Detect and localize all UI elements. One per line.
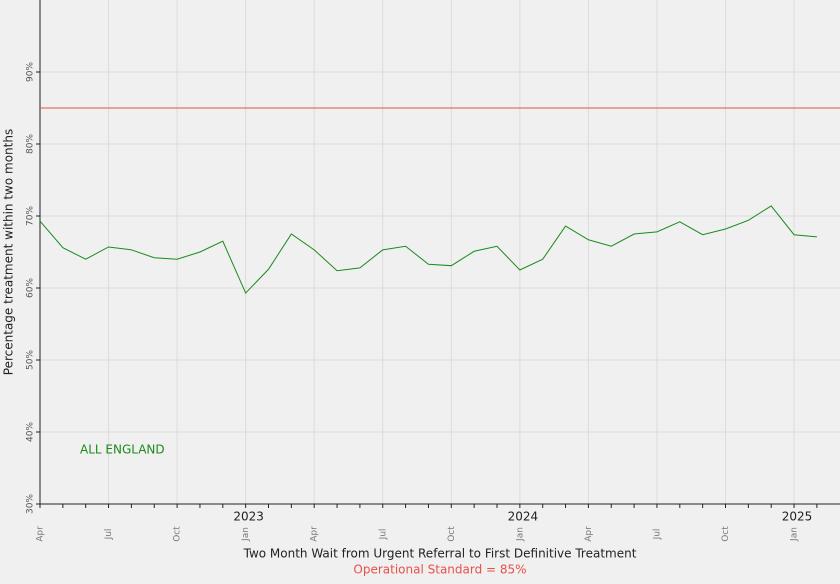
y-axis-label: Percentage treatment within two months [2,129,16,375]
x-tick-label: Jul [378,529,388,541]
x-tick-label: Oct [173,526,183,542]
year-label: 2023 [233,510,264,524]
x-axis-label: Two Month Wait from Urgent Referral to F… [243,547,637,561]
series-line [39,205,817,294]
y-tick-label: 90% [26,62,36,82]
x-tick-label: Apr [584,526,594,542]
x-tick-label: Apr [310,526,320,542]
year-label: 2024 [508,510,539,524]
x-tick-label: Oct [447,526,457,542]
x-tick-label: Jul [104,529,114,541]
x-tick-label: Jan [515,527,525,542]
y-tick-label: 70% [26,206,36,226]
x-tick-label: Jan [241,527,251,542]
legend-label: ALL ENGLAND [80,443,165,457]
x-tick-label: Apr [36,526,46,542]
reference-label: Operational Standard = 85% [353,563,526,577]
y-tick-label: 60% [26,278,36,298]
y-tick-label: 40% [26,422,36,442]
year-label: 2025 [782,510,813,524]
y-tick-label: 30% [26,494,36,514]
x-tick-label: Oct [721,526,731,542]
x-tick-label: Jul [652,529,662,541]
y-tick-label: 80% [26,134,36,154]
x-tick-label: Jan [790,527,800,542]
y-tick-label: 50% [26,350,36,370]
